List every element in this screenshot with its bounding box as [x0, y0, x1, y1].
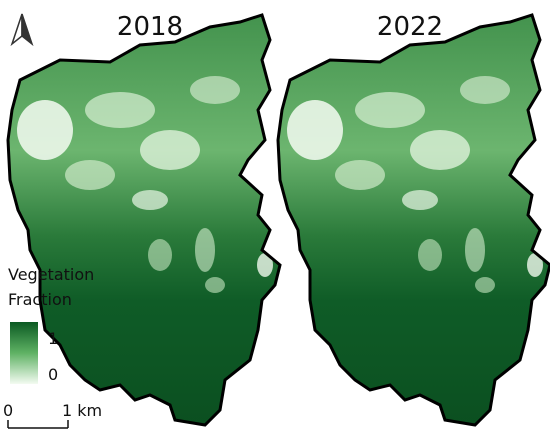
north-arrow: [10, 13, 34, 47]
legend-title: Vegetation: [8, 265, 94, 284]
scale-start-label: 0: [3, 401, 13, 420]
legend-min-label: 0: [48, 365, 58, 384]
map-2022: [270, 0, 550, 430]
map-2018: [0, 0, 290, 430]
legend-max-label: 1: [48, 329, 58, 348]
map-year: 2022: [377, 12, 443, 42]
legend-title: Fraction: [8, 290, 72, 309]
map-year: 2018: [117, 12, 183, 42]
scale-bar: [7, 420, 69, 429]
scale-end-label: 1 km: [62, 401, 102, 420]
legend-color-ramp: [10, 322, 38, 384]
